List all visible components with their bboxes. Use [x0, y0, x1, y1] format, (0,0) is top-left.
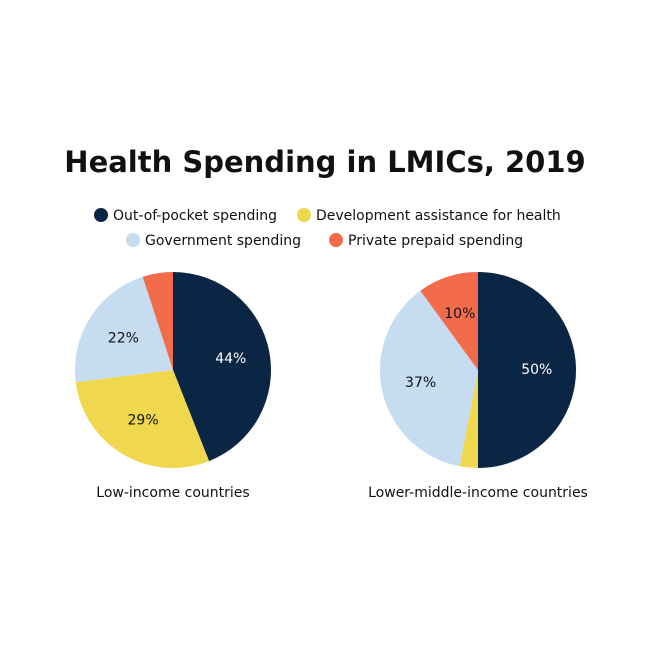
pie-caption: Low-income countries — [96, 485, 249, 501]
legend-label: Private prepaid spending — [348, 233, 523, 249]
legend-label: Development assistance for health — [316, 208, 561, 224]
pie-slice — [478, 272, 576, 468]
legend-marker — [297, 208, 311, 222]
pie-slice — [420, 272, 478, 370]
pie-slice — [379, 290, 478, 467]
data-label: 37% — [405, 375, 436, 391]
data-label: 44% — [215, 351, 246, 367]
pie-slice — [142, 272, 173, 370]
legend-label: Government spending — [145, 233, 301, 249]
pie-slice — [459, 370, 478, 468]
chart-title: Health Spending in LMICs, 2019 — [64, 145, 585, 179]
pie-slice — [173, 272, 271, 462]
data-label: 22% — [108, 330, 139, 346]
data-label: 50% — [521, 362, 552, 378]
data-label: 10% — [444, 306, 475, 322]
legend-marker — [94, 208, 108, 222]
legend-marker — [329, 233, 343, 247]
legend-label: Out-of-pocket spending — [113, 208, 277, 224]
legend-marker — [126, 233, 140, 247]
data-label: 29% — [128, 413, 159, 429]
pie-slice — [74, 276, 173, 383]
pie-caption: Lower-middle-income countries — [368, 485, 588, 501]
pie-slice — [75, 370, 210, 468]
